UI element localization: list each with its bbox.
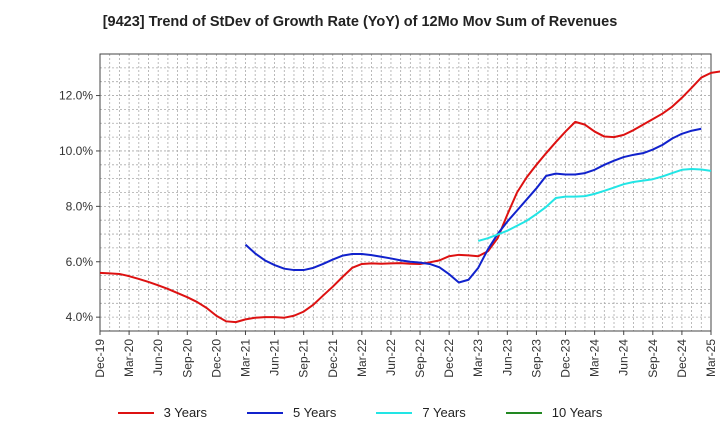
x-tick-label: Dec-19 (93, 339, 107, 378)
x-tick-label: Sep-20 (180, 339, 194, 378)
legend-swatch (117, 411, 154, 414)
x-tick-label: Mar-22 (355, 339, 369, 377)
x-tick-label: Jun-24 (617, 339, 631, 376)
legend-swatch (505, 411, 542, 414)
x-tick-label: Sep-24 (646, 339, 660, 378)
y-axis: 4.0% 6.0% 8.0% 10.0% 12.0% (59, 89, 100, 324)
x-tick-label: Sep-23 (529, 339, 543, 378)
y-tick-label: 10.0% (59, 144, 93, 158)
x-axis: Dec-19 Mar-20 Jun-20 Sep-20 Dec-20 Mar-21 Jun-… (93, 331, 718, 378)
legend-item: 10 Years (505, 405, 603, 420)
x-tick-label: Jun-20 (151, 339, 165, 376)
line-chart: 4.0% 6.0% 8.0% 10.0% 12.0% Dec-19 Mar-20 Jun-2… (59, 53, 720, 378)
legend-swatch (376, 411, 413, 414)
legend-label: 10 Years (551, 405, 603, 420)
legend-label: 5 Years (293, 405, 337, 420)
legend-item: 7 Years (376, 405, 466, 420)
y-tick-label: 4.0% (66, 310, 94, 324)
legend-swatch (247, 411, 283, 414)
x-tick-label: Jun-23 (500, 339, 514, 376)
x-tick-label: Sep-21 (297, 339, 311, 378)
x-tick-label: Dec-22 (442, 339, 456, 378)
x-tick-label: Mar-25 (704, 339, 718, 377)
gridlines (100, 54, 711, 331)
x-tick-label: Mar-23 (471, 339, 485, 377)
series-line-7-years (477, 167, 712, 242)
legend-item: 3 Years (117, 405, 207, 420)
x-tick-label: Jun-22 (384, 339, 398, 376)
x-tick-label: Sep-22 (413, 339, 427, 378)
series-line-3-years (99, 70, 720, 324)
x-tick-label: Dec-21 (326, 339, 340, 378)
legend-item: 5 Years (247, 405, 336, 420)
x-tick-label: Jun-21 (268, 339, 282, 376)
chart-title: [9423] Trend of StDev of Growth Rate (Yo… (102, 14, 618, 30)
series-line-5-years (244, 127, 702, 284)
series-lines (99, 70, 720, 324)
x-tick-label: Dec-24 (675, 339, 689, 378)
x-tick-label: Mar-21 (238, 339, 252, 377)
y-tick-label: 8.0% (66, 199, 94, 213)
legend: 3 Years 5 Years 7 Years 10 Years (0, 405, 720, 420)
legend-label: 3 Years (163, 405, 207, 420)
y-tick-label: 12.0% (59, 89, 93, 103)
plot-area-border (99, 53, 712, 332)
x-tick-label: Dec-20 (209, 339, 223, 378)
x-tick-label: Mar-24 (588, 339, 602, 377)
x-tick-label: Dec-23 (559, 339, 573, 378)
legend-label: 7 Years (422, 405, 466, 420)
x-tick-label: Mar-20 (122, 339, 136, 377)
y-tick-label: 6.0% (66, 255, 94, 269)
